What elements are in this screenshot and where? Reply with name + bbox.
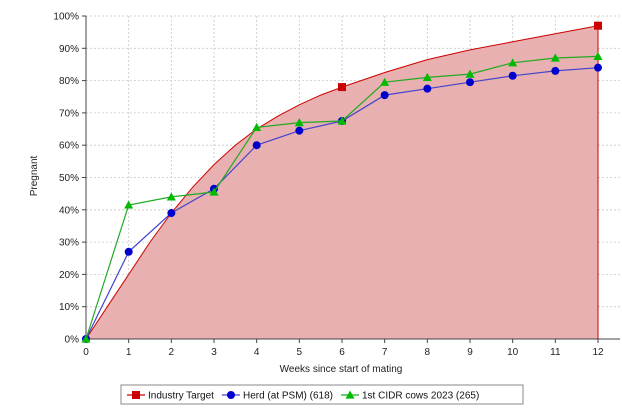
x-tick-label: 0: [83, 347, 89, 358]
legend-label: Herd (at PSM) (618): [243, 391, 333, 402]
y-tick-label: 50%: [59, 173, 79, 184]
cidr-point: [81, 334, 91, 343]
x-tick-label: 12: [592, 347, 604, 358]
herd-point: [167, 209, 176, 218]
industry-target-area: [86, 25, 598, 339]
industry-target-marker: [594, 21, 602, 30]
y-axis-title: Pregnant: [29, 155, 40, 196]
herd-point: [594, 63, 602, 72]
x-tick-label: 8: [425, 347, 431, 358]
legend-marker: [132, 391, 140, 399]
y-tick-label: 100%: [53, 12, 79, 23]
cidr-point: [465, 69, 475, 78]
industry-target-line: [85, 25, 599, 340]
y-tick-label: 80%: [59, 76, 79, 87]
y-tick-label: 0%: [65, 335, 80, 346]
x-tick-label: 10: [507, 347, 519, 358]
herd-point: [380, 91, 389, 100]
legend-label: 1st CIDR cows 2023 (265): [362, 391, 479, 402]
y-tick-label: 30%: [59, 238, 79, 249]
axes: [82, 15, 620, 343]
cidr-point: [166, 192, 176, 201]
cidr-point: [209, 187, 219, 196]
series: [81, 21, 603, 343]
y-tick-label: 40%: [59, 205, 79, 216]
cidr-point: [422, 72, 432, 81]
y-tick-label: 10%: [59, 302, 79, 313]
target-area: [85, 25, 599, 340]
x-axis-title: Weeks since start of mating: [280, 364, 403, 375]
herd-point: [124, 247, 133, 256]
x-tick-label: 9: [467, 347, 473, 358]
legend: Industry Target Herd (at PSM) (618) 1st CI…: [120, 384, 524, 405]
herd-point: [508, 71, 517, 80]
cidr-point: [337, 116, 347, 125]
cidr-point: [508, 58, 518, 67]
x-tick-label: 1: [126, 347, 132, 358]
cidr-point: [124, 200, 134, 209]
cidr-point: [252, 122, 262, 132]
x-tick-label: 11: [550, 347, 561, 358]
y-tick-label: 60%: [59, 141, 79, 152]
cidr-point: [550, 53, 560, 62]
cidr-point: [294, 118, 304, 127]
x-tick-label: 2: [169, 347, 175, 358]
herd-point: [295, 126, 304, 135]
legend-marker: [226, 391, 235, 399]
herd-point: [466, 78, 474, 87]
x-tick-label: 7: [382, 347, 388, 358]
y-tick-label: 70%: [59, 108, 79, 119]
x-tick-label: 4: [254, 347, 260, 358]
herd-point: [252, 141, 261, 150]
cidr-point: [380, 77, 390, 86]
y-tick-label: 90%: [59, 44, 79, 55]
x-tick-label: 6: [339, 347, 345, 358]
tick-labels: 0%10%20%30%40%50%60%70%80%90%100%0 1 2 3 4 5 6…: [53, 12, 604, 359]
y-tick-label: 20%: [59, 270, 79, 281]
cidr-point: [593, 51, 603, 60]
x-tick-label: 3: [211, 347, 217, 358]
legend-label: Industry Target: [148, 391, 214, 402]
herd-point: [423, 84, 432, 93]
industry-target-marker: [338, 83, 346, 92]
x-tick-label: 5: [297, 347, 303, 358]
herd-point: [551, 66, 560, 75]
legend-box: [120, 384, 524, 405]
legend-marker: [345, 390, 355, 399]
